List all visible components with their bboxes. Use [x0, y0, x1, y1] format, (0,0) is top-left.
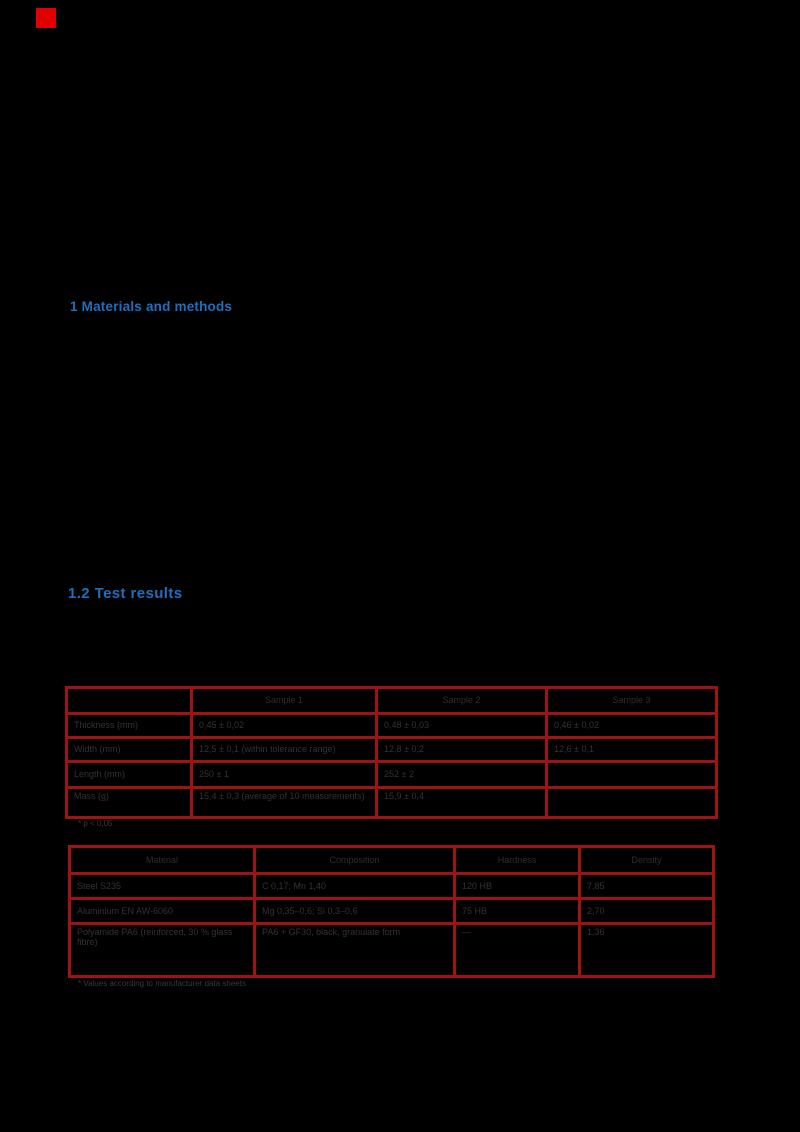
table-1-caption: * p < 0,05 [78, 819, 113, 828]
table-cell: C 0,17; Mn 1,40 [253, 872, 456, 900]
table-header-cell [65, 686, 193, 715]
table-cell: 12,8 ± 0,2 [375, 736, 548, 763]
table-cell: Steel S235 [68, 872, 256, 900]
table-cell: 252 ± 2 [375, 760, 548, 789]
table-header-cell: Hardness [453, 845, 581, 875]
table-cell: 1,36 [578, 922, 715, 978]
table-header-cell: Sample 3 [545, 686, 718, 715]
results-table-1: Sample 1 Sample 2 Sample 3 Thickness (mm… [65, 686, 718, 819]
table-cell: 75 HB [453, 897, 581, 925]
table-cell: — [453, 922, 581, 978]
table-2-caption: * Values according to manufacturer data … [78, 979, 246, 988]
table-cell: Polyamide PA6 (reinforced, 30 % glass fi… [68, 922, 256, 978]
table-header-row: Material Composition Hardness Density [68, 845, 715, 875]
table-cell [545, 760, 718, 789]
table-cell: Mg 0,35–0,6; Si 0,3–0,6 [253, 897, 456, 925]
table-cell: Thickness (mm) [65, 712, 193, 739]
table-cell: 12,6 ± 0,1 [545, 736, 718, 763]
table-cell: Width (mm) [65, 736, 193, 763]
table-cell: 120 HB [453, 872, 581, 900]
table-row: Polyamide PA6 (reinforced, 30 % glass fi… [68, 922, 715, 978]
results-table-2: Material Composition Hardness Density St… [68, 845, 715, 978]
table-cell: 12,5 ± 0,1 (within tolerance range) [190, 736, 378, 763]
table-cell: Length (mm) [65, 760, 193, 789]
table-cell: Mass (g) [65, 786, 193, 819]
table-header-cell: Sample 1 [190, 686, 378, 715]
table-row: Aluminium EN AW-6060 Mg 0,35–0,6; Si 0,3… [68, 897, 715, 925]
table-header-cell: Material [68, 845, 256, 875]
table-cell: Aluminium EN AW-6060 [68, 897, 256, 925]
table-cell: 0,48 ± 0,03 [375, 712, 548, 739]
table-row: Thickness (mm) 0,45 ± 0,02 0,48 ± 0,03 0… [65, 712, 718, 739]
table-cell: 15,9 ± 0,4 [375, 786, 548, 819]
table-row: Steel S235 C 0,17; Mn 1,40 120 HB 7,85 [68, 872, 715, 900]
section-heading-1: 1 Materials and methods [70, 299, 233, 314]
table-header-cell: Density [578, 845, 715, 875]
table-cell: PA6 + GF30, black, granulate form [253, 922, 456, 978]
table-header-row: Sample 1 Sample 2 Sample 3 [65, 686, 718, 715]
table-row: Width (mm) 12,5 ± 0,1 (within tolerance … [65, 736, 718, 763]
table-cell: 250 ± 1 [190, 760, 378, 789]
table-cell: 0,46 ± 0,02 [545, 712, 718, 739]
table-cell: 2,70 [578, 897, 715, 925]
table-cell: 7,85 [578, 872, 715, 900]
table-row: Length (mm) 250 ± 1 252 ± 2 [65, 760, 718, 789]
table-cell: 15,4 ± 0,3 (average of 10 measurements) [190, 786, 378, 819]
section-heading-2: 1.2 Test results [68, 585, 183, 602]
table-cell [545, 786, 718, 819]
table-header-cell: Composition [253, 845, 456, 875]
table-cell: 0,45 ± 0,02 [190, 712, 378, 739]
red-corner-mark [36, 8, 56, 28]
table-header-cell: Sample 2 [375, 686, 548, 715]
table-row: Mass (g) 15,4 ± 0,3 (average of 10 measu… [65, 786, 718, 819]
